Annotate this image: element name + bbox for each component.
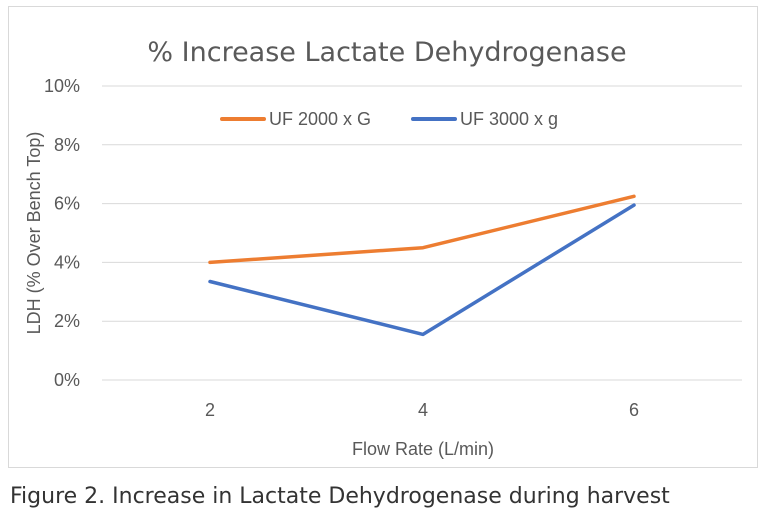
x-axis-title: Flow Rate (L/min) bbox=[352, 439, 494, 459]
y-axis-title: LDH (% Over Bench Top) bbox=[24, 132, 44, 335]
x-tick-label: 2 bbox=[205, 400, 215, 420]
y-tick-label: 2% bbox=[54, 311, 80, 331]
y-tick-label: 10% bbox=[44, 76, 80, 96]
y-tick-label: 6% bbox=[54, 194, 80, 214]
chart-container bbox=[8, 6, 758, 468]
series-lines bbox=[208, 194, 636, 337]
series-line-2 bbox=[208, 203, 636, 337]
y-tick-label: 8% bbox=[54, 135, 80, 155]
y-axis-ticks: 0% 2% 4% 6% 8% 10% bbox=[44, 76, 80, 390]
x-axis-ticks: 2 4 6 bbox=[205, 400, 639, 420]
legend-label: UF 2000 x G bbox=[269, 109, 371, 129]
legend-label: UF 3000 x g bbox=[460, 109, 558, 129]
y-tick-label: 0% bbox=[54, 370, 80, 390]
figure-caption: Figure 2. Increase in Lactate Dehydrogen… bbox=[10, 484, 670, 509]
y-tick-label: 4% bbox=[54, 252, 80, 272]
x-tick-label: 6 bbox=[629, 400, 639, 420]
x-tick-label: 4 bbox=[418, 400, 428, 420]
chart-title: % Increase Lactate Dehydrogenase bbox=[147, 37, 626, 68]
series-line-1 bbox=[208, 194, 636, 265]
line-chart: % Increase Lactate Dehydrogenase 0% 2% 4% 6… bbox=[24, 37, 742, 459]
legend: UF 2000 x G UF 3000 x g bbox=[220, 109, 558, 129]
